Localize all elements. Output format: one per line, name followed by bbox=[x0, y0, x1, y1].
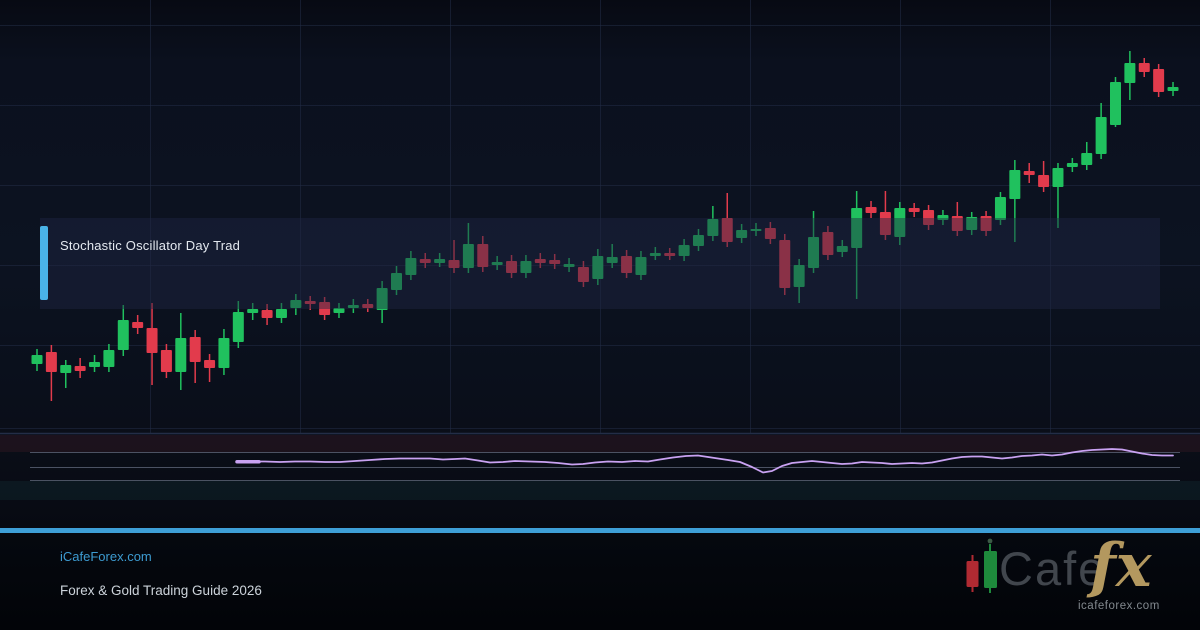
separator-line bbox=[0, 528, 1200, 533]
footer bbox=[0, 533, 1200, 630]
logo-cafe-text: Cafe bbox=[999, 542, 1107, 595]
title-text: Stochastic Oscillator Day Trad bbox=[60, 238, 241, 253]
site-link-text: iCafeForex.com bbox=[60, 549, 152, 564]
title-accent-bar bbox=[40, 226, 48, 300]
tagline-text: Forex & Gold Trading Guide 2026 bbox=[60, 583, 262, 598]
title-overlay: Stochastic Oscillator Day Trad bbox=[40, 218, 1160, 309]
logo-domain-text: icafeforex.com bbox=[1078, 600, 1160, 612]
logo-fx-text: fx bbox=[1090, 531, 1152, 601]
logo-candlestick-icon bbox=[966, 538, 997, 593]
